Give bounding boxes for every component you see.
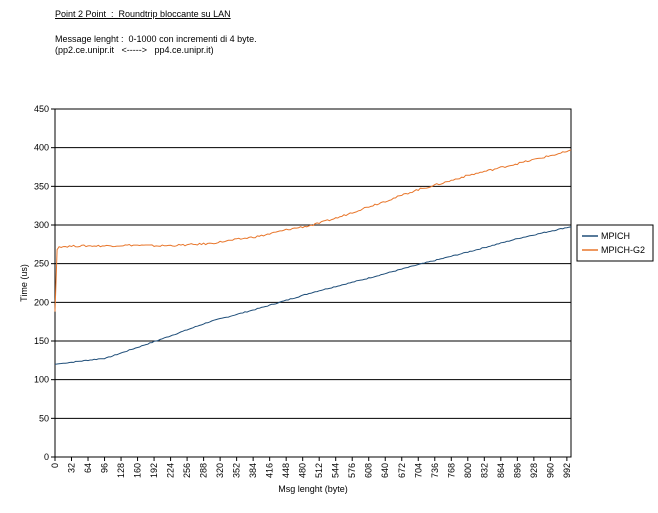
y-tick-label: 200: [34, 297, 49, 307]
legend: MPICH MPICH-G2: [576, 224, 654, 262]
x-tick-label: 416: [265, 463, 275, 478]
message-length-note: Message lenght : 0-1000 con incrementi d…: [55, 34, 257, 44]
y-tick-label: 100: [34, 375, 49, 385]
x-tick-label: 960: [545, 463, 555, 478]
x-tick-label: 224: [166, 463, 176, 478]
x-tick-label: 992: [562, 463, 572, 478]
y-tick-label: 0: [44, 452, 49, 462]
y-tick-label: 300: [34, 220, 49, 230]
x-axis-label: Msg lenght (byte): [278, 484, 348, 494]
y-axis-ticks: 0 50 100 150 200 250 300 350 400 450: [34, 104, 55, 462]
y-tick-label: 50: [39, 413, 49, 423]
x-tick-label: 320: [215, 463, 225, 478]
x-axis-ticks: 0 32 64 96 128 160 192 224 256 288 320 352 384 416 448…: [50, 457, 572, 478]
x-tick-label: 672: [397, 463, 407, 478]
x-tick-label: 32: [67, 463, 77, 473]
x-tick-label: 288: [199, 463, 209, 478]
x-tick-label: 96: [100, 463, 110, 473]
x-tick-label: 192: [149, 463, 159, 478]
x-tick-label: 512: [314, 463, 324, 478]
y-tick-label: 450: [34, 104, 49, 114]
x-tick-label: 832: [479, 463, 489, 478]
x-tick-label: 768: [446, 463, 456, 478]
series-line-mpich: [54, 226, 572, 365]
x-tick-label: 576: [347, 463, 357, 478]
x-tick-label: 704: [413, 463, 423, 478]
legend-label: MPICH: [601, 231, 630, 241]
x-tick-label: 896: [512, 463, 522, 478]
x-tick-label: 544: [331, 463, 341, 478]
x-tick-label: 928: [529, 463, 539, 478]
x-tick-label: 800: [463, 463, 473, 478]
series-lines: [54, 149, 572, 365]
y-tick-label: 250: [34, 259, 49, 269]
y-axis-label: Time (us): [19, 264, 29, 302]
hosts-note: (pp2.ce.unipr.it <-----> pp4.ce.unipr.it…: [55, 45, 214, 55]
chart-title: Point 2 Point : Roundtrip bloccante su L…: [55, 9, 231, 19]
x-tick-label: 256: [182, 463, 192, 478]
x-tick-label: 608: [364, 463, 374, 478]
y-tick-label: 350: [34, 181, 49, 191]
x-tick-label: 128: [116, 463, 126, 478]
x-tick-label: 640: [380, 463, 390, 478]
y-tick-label: 150: [34, 336, 49, 346]
x-tick-label: 448: [281, 463, 291, 478]
y-tick-label: 400: [34, 143, 49, 153]
x-tick-label: 384: [248, 463, 258, 478]
x-tick-label: 0: [50, 463, 60, 468]
x-tick-label: 352: [232, 463, 242, 478]
legend-label: MPICH-G2: [601, 245, 645, 255]
x-tick-label: 480: [298, 463, 308, 478]
x-tick-label: 736: [430, 463, 440, 478]
x-tick-label: 160: [133, 463, 143, 478]
plot-area: [54, 108, 572, 458]
series-line-mpich-g2: [54, 149, 572, 312]
legend-box: [576, 224, 654, 262]
gridlines: [55, 108, 571, 458]
x-tick-label: 64: [83, 463, 93, 473]
x-tick-label: 864: [496, 463, 506, 478]
